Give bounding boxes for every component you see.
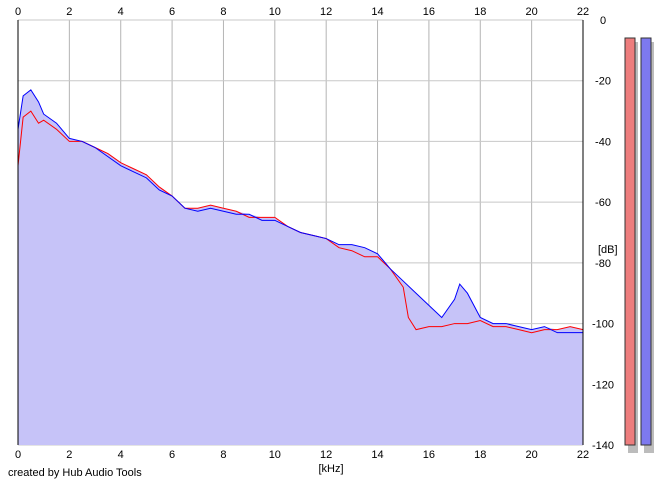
spectrum-area-fill bbox=[18, 89, 583, 446]
level-meter-bar bbox=[624, 37, 636, 446]
y-tick-label: -40 bbox=[595, 136, 611, 148]
x-tick-label-bottom: 10 bbox=[269, 449, 281, 461]
series-line-1 bbox=[17, 89, 583, 334]
chart-axes bbox=[17, 20, 584, 445]
x-tick-label-top: 22 bbox=[577, 6, 589, 18]
x-tick-label-bottom: 2 bbox=[66, 449, 72, 461]
x-tick-label-bottom: 20 bbox=[526, 449, 538, 461]
spectrum-lines bbox=[17, 89, 584, 334]
y-tick-label: -20 bbox=[595, 76, 611, 88]
x-tick-label-bottom: 8 bbox=[220, 449, 226, 461]
y-axis-label: [dB] bbox=[598, 244, 618, 256]
x-tick-label-bottom: 4 bbox=[118, 449, 124, 461]
x-axis-label: [kHz] bbox=[318, 463, 343, 475]
x-tick-label-top: 16 bbox=[423, 6, 435, 18]
x-tick-label-bottom: 16 bbox=[423, 449, 435, 461]
x-tick-label-top: 8 bbox=[220, 6, 226, 18]
x-tick-label-top: 18 bbox=[474, 6, 486, 18]
x-tick-label-top: 12 bbox=[320, 6, 332, 18]
y-tick-labels: 0 -20 -40 -60 -80 -100 -120 -140 bbox=[592, 15, 614, 452]
x-tick-label-bottom: 14 bbox=[371, 449, 383, 461]
x-tick-label-top: 10 bbox=[269, 6, 281, 18]
y-tick-label: 0 bbox=[600, 15, 606, 27]
x-tick-label-top: 6 bbox=[169, 6, 175, 18]
x-tick-label-bottom: 22 bbox=[577, 449, 589, 461]
y-tick-label: -80 bbox=[595, 258, 611, 270]
y-tick-label: -140 bbox=[592, 440, 614, 452]
x-tick-label-top: 0 bbox=[15, 6, 21, 18]
x-tick-label-top: 20 bbox=[526, 6, 538, 18]
level-meters bbox=[624, 37, 654, 453]
credit-text: created by Hub Audio Tools bbox=[8, 467, 142, 479]
x-tick-labels-top: 0 2 4 6 8 10 12 14 16 18 20 22 bbox=[15, 6, 589, 18]
y-tick-label: -100 bbox=[592, 319, 614, 331]
x-tick-label-bottom: 12 bbox=[320, 449, 332, 461]
x-tick-label-top: 2 bbox=[66, 6, 72, 18]
spectrum-fill bbox=[18, 89, 583, 446]
x-tick-label-top: 14 bbox=[371, 6, 383, 18]
x-tick-label-bottom: 6 bbox=[169, 449, 175, 461]
y-tick-label: -60 bbox=[595, 197, 611, 209]
y-tick-label: -120 bbox=[592, 379, 614, 391]
x-tick-labels-bottom: 0 2 4 6 8 10 12 14 16 18 20 22 bbox=[15, 449, 589, 461]
level-meter-bar bbox=[640, 37, 652, 446]
x-tick-label-bottom: 0 bbox=[15, 449, 21, 461]
x-tick-label-top: 4 bbox=[118, 6, 124, 18]
x-tick-label-bottom: 18 bbox=[474, 449, 486, 461]
